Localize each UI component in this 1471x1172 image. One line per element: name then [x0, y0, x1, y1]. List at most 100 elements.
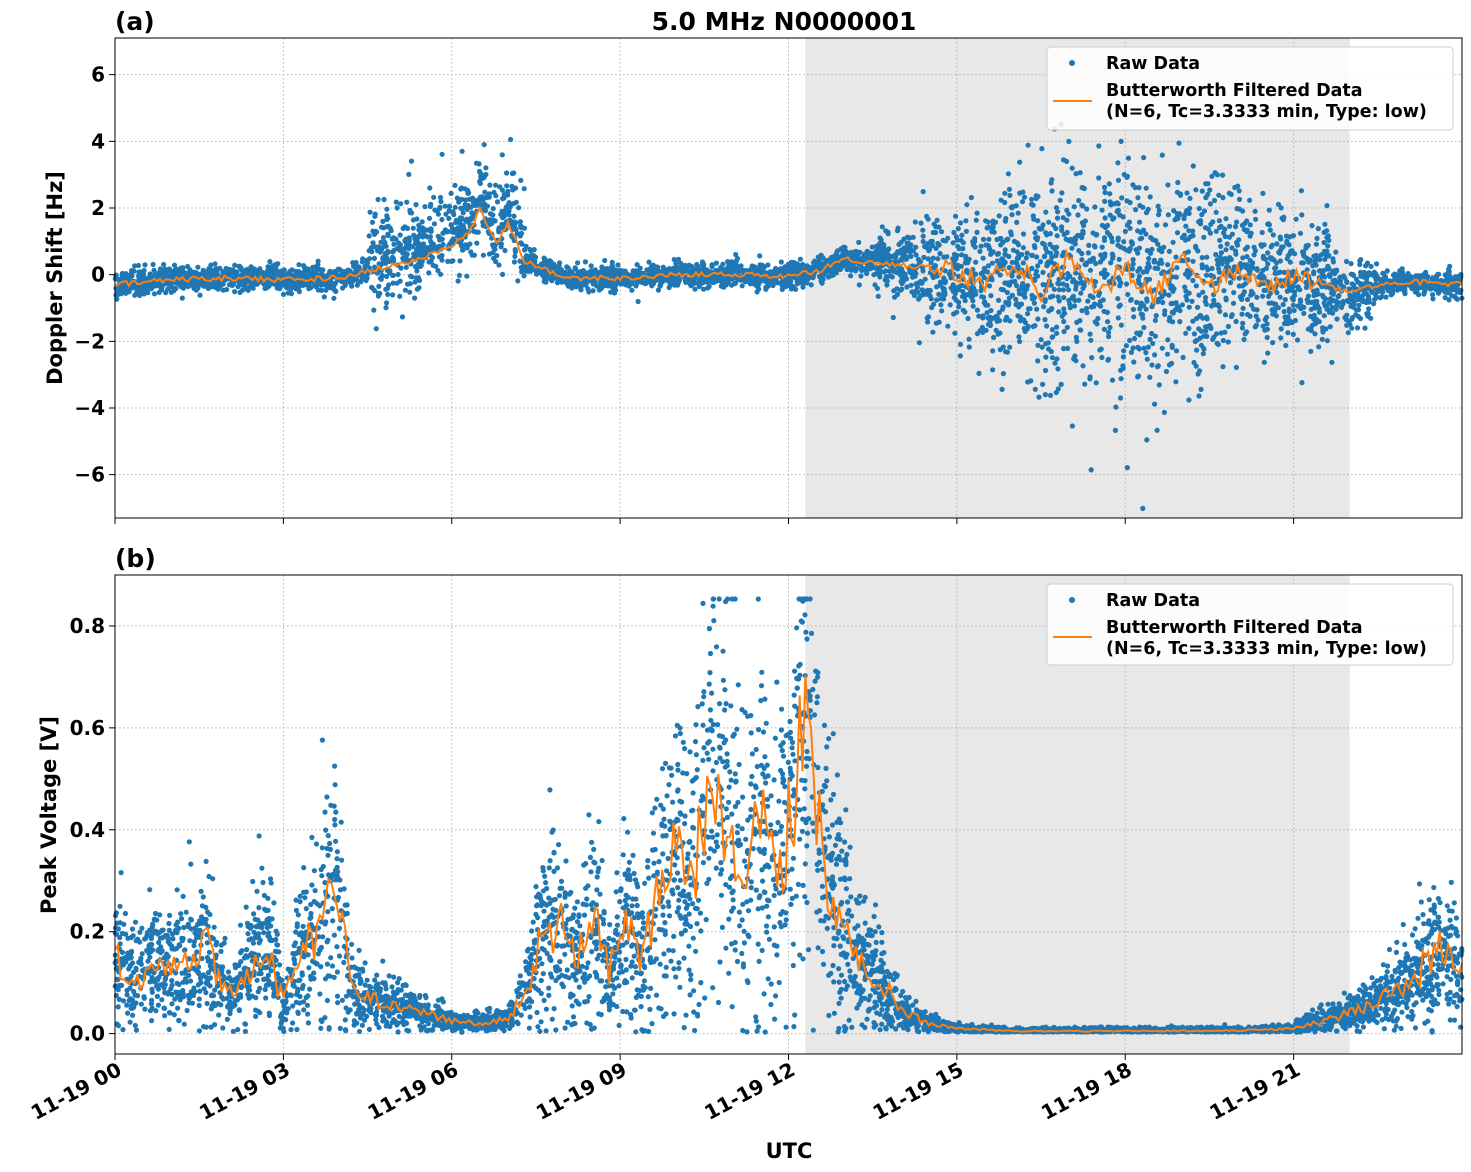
raw-data-point [1193, 283, 1199, 289]
raw-data-point [988, 307, 994, 314]
raw-data-point [762, 278, 769, 284]
raw-data-point [1029, 201, 1035, 207]
raw-data-point [1458, 272, 1464, 278]
raw-data-point [609, 259, 615, 265]
raw-data-point [1326, 265, 1332, 271]
raw-data-point [212, 261, 218, 267]
raw-data-point [890, 314, 896, 321]
raw-data-point [356, 265, 362, 271]
raw-data-point [808, 282, 814, 288]
raw-data-point [1260, 190, 1266, 196]
raw-data-point [1344, 312, 1350, 318]
raw-data-point [1162, 222, 1169, 228]
raw-data-point [1106, 329, 1112, 335]
raw-data-point [1054, 233, 1060, 239]
raw-data-point [1285, 330, 1291, 336]
raw-data-point [1154, 222, 1160, 228]
raw-data-point [990, 348, 996, 354]
raw-data-point [1002, 190, 1008, 196]
raw-data-point [976, 370, 982, 376]
raw-data-point [991, 334, 997, 341]
raw-data-point [1311, 253, 1317, 259]
raw-data-point [963, 228, 970, 234]
raw-data-point [1334, 303, 1340, 309]
raw-data-point [609, 263, 615, 269]
raw-data-point [973, 217, 979, 223]
raw-data-point [1105, 357, 1111, 363]
raw-data-point [1127, 337, 1133, 343]
raw-data-point [1454, 296, 1460, 302]
raw-data-point [1186, 397, 1192, 403]
raw-data-point [446, 215, 452, 221]
raw-data-point [1124, 281, 1130, 287]
raw-data-point [1064, 217, 1070, 223]
raw-data-point [1269, 300, 1275, 306]
raw-data-point [854, 265, 860, 272]
raw-data-point [1128, 297, 1134, 303]
raw-data-point [452, 182, 458, 188]
raw-data-point [579, 282, 585, 288]
raw-data-point [875, 293, 881, 299]
raw-data-point [901, 249, 907, 255]
raw-data-point [1244, 296, 1251, 303]
raw-data-point [394, 205, 400, 211]
raw-data-point [619, 281, 625, 287]
raw-data-point [634, 280, 640, 286]
raw-data-point [426, 259, 432, 265]
raw-data-point [1374, 261, 1380, 267]
raw-data-point [1115, 242, 1121, 248]
raw-data-point [1241, 336, 1247, 343]
raw-data-point [1233, 318, 1239, 325]
raw-data-point [1320, 294, 1327, 300]
raw-data-point [960, 307, 966, 313]
raw-data-point [1210, 219, 1216, 225]
raw-data-point [1140, 315, 1146, 321]
raw-data-point [1194, 347, 1200, 353]
raw-data-point [912, 219, 918, 225]
raw-data-point [354, 282, 360, 288]
raw-data-point [988, 293, 994, 299]
raw-data-point [1200, 351, 1206, 357]
raw-data-point [419, 219, 425, 225]
raw-data-point [1030, 295, 1036, 301]
raw-data-point [1218, 250, 1224, 256]
raw-data-point [1297, 230, 1304, 236]
raw-data-point [1127, 200, 1133, 206]
raw-data-point [1040, 269, 1046, 275]
raw-data-point [1069, 423, 1075, 429]
raw-data-point [985, 315, 991, 321]
raw-data-point [1169, 342, 1175, 348]
raw-data-point [490, 250, 496, 256]
raw-data-point [1208, 325, 1214, 331]
raw-data-point [1321, 300, 1327, 306]
raw-data-point [1312, 259, 1318, 265]
raw-data-point [427, 185, 433, 191]
raw-data-point [1315, 226, 1321, 232]
raw-data-point [861, 251, 868, 257]
raw-data-point [1054, 324, 1060, 330]
raw-data-point [1277, 234, 1283, 240]
raw-data-point [426, 270, 432, 276]
raw-data-point [1117, 395, 1124, 401]
raw-data-point [410, 225, 416, 231]
raw-data-point [366, 256, 373, 262]
raw-data-point [930, 255, 936, 261]
raw-data-point [402, 224, 408, 230]
raw-data-point [986, 283, 993, 289]
raw-data-point [915, 289, 921, 295]
raw-data-point [1091, 303, 1097, 310]
raw-data-point [1082, 381, 1088, 387]
raw-data-point [1321, 229, 1327, 235]
raw-data-point [1017, 338, 1023, 345]
raw-data-point [1055, 386, 1061, 392]
raw-data-point [1020, 260, 1026, 266]
raw-data-point [797, 256, 804, 262]
raw-data-point [1218, 243, 1224, 249]
raw-data-point [397, 232, 403, 238]
raw-data-point [445, 258, 451, 264]
raw-data-point [1049, 188, 1055, 194]
raw-data-point [977, 248, 983, 254]
raw-data-point [1024, 250, 1030, 256]
raw-data-point [601, 279, 608, 285]
raw-data-point [1022, 319, 1028, 326]
